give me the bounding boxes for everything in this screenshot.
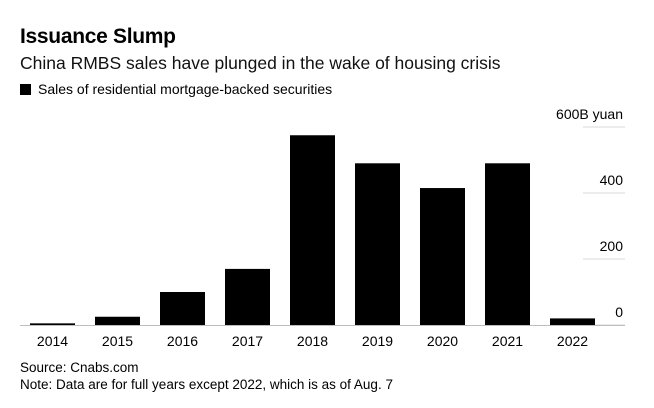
bar-2020 [420, 188, 465, 325]
legend: Sales of residential mortgage-backed sec… [20, 81, 332, 97]
chart-subtitle: China RMBS sales have plunged in the wak… [20, 53, 501, 73]
legend-swatch [20, 83, 31, 95]
bar-2017 [225, 268, 270, 325]
bar-2018 [290, 135, 335, 325]
y-tick-label: 600B yuan [556, 106, 623, 122]
x-tick-label: 2022 [557, 333, 588, 349]
bar-2022 [550, 318, 595, 325]
y-tick-label: 200 [600, 238, 624, 254]
x-tick-label: 2018 [297, 333, 328, 349]
y-tick-label: 400 [600, 172, 624, 188]
legend-label: Sales of residential mortgage-backed sec… [38, 81, 333, 97]
y-tick-label: 0 [615, 304, 623, 320]
source-note: Source: Cnabs.com [20, 360, 139, 375]
bar-2016 [160, 292, 205, 325]
bar-2021 [485, 163, 530, 325]
bar-2019 [355, 163, 400, 325]
bar-2015 [95, 316, 140, 325]
bar-2014 [30, 323, 75, 325]
x-tick-label: 2017 [232, 333, 263, 349]
x-tick-label: 2015 [102, 333, 133, 349]
x-tick-label: 2019 [362, 333, 393, 349]
chart-title: Issuance Slump [20, 25, 176, 48]
x-tick-label: 2021 [492, 333, 523, 349]
x-tick-label: 2014 [37, 333, 68, 349]
footnote: Note: Data are for full years except 202… [20, 377, 393, 392]
x-tick-label: 2020 [427, 333, 458, 349]
x-tick-label: 2016 [167, 333, 198, 349]
